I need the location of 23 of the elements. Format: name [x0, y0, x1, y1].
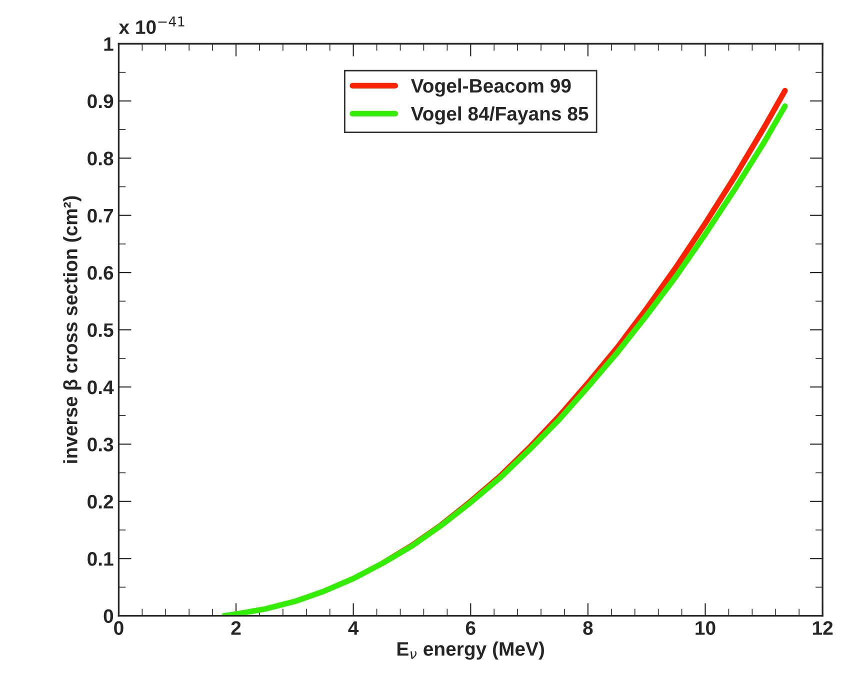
- x-tick-label: 10: [696, 621, 716, 635]
- y-tick-label: 1: [104, 37, 114, 51]
- y-tick-label: 0.8: [88, 152, 114, 166]
- y-axis-title: inverse β cross section (cm²): [63, 196, 82, 463]
- text: x 10$^{−41}$: [118, 16, 184, 34]
- x-tick-label: 4: [348, 621, 359, 635]
- x-tick-label: 8: [583, 621, 593, 635]
- y-tick-label: 0.6: [88, 266, 114, 280]
- y-tick-label: 0.1: [88, 552, 114, 566]
- legend-label: Vogel 84/Fayans 85: [410, 106, 588, 125]
- y-tick-label: 0.7: [88, 208, 114, 223]
- legend-label: Vogel-Beacom 99: [410, 78, 571, 97]
- y-tick-label: 0.2: [88, 494, 114, 509]
- y-tick-label: 0.3: [88, 438, 114, 452]
- x-tick-label: 12: [812, 621, 833, 635]
- y-tick-label: 0.9: [88, 94, 114, 108]
- y-tick-label: 0.4: [88, 380, 114, 394]
- x-tick-label: 0: [114, 621, 124, 635]
- y-tick-label: 0.5: [88, 323, 114, 338]
- x-tick-label: 6: [466, 621, 476, 635]
- x-axis-title: E$_{ν}$ energy (MeV): [397, 642, 544, 660]
- y-tick-label: 0: [104, 609, 114, 624]
- x-tick-label: 2: [231, 621, 241, 635]
